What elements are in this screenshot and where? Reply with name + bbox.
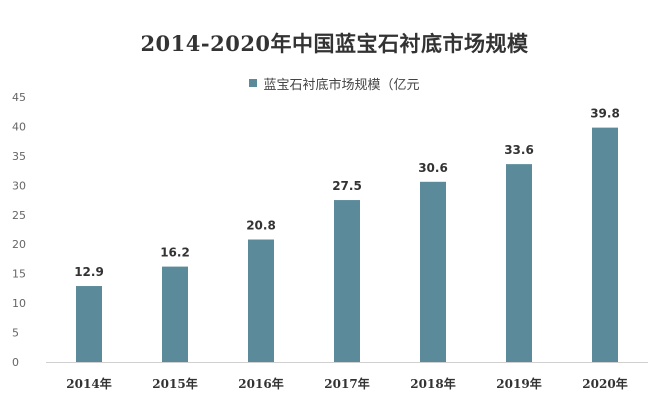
y-tick-label: 45 <box>12 91 26 104</box>
x-tick-label: 2017年 <box>324 376 369 391</box>
bar <box>334 200 360 362</box>
data-label: 33.6 <box>504 143 534 157</box>
bar <box>76 286 102 362</box>
y-tick-label: 40 <box>12 120 26 133</box>
x-tick-label: 2016年 <box>238 376 283 391</box>
bar <box>506 164 532 362</box>
y-tick-label: 0 <box>12 356 19 369</box>
data-label: 12.9 <box>74 265 104 279</box>
x-tick-label: 2020年 <box>582 376 627 391</box>
y-tick-label: 10 <box>12 297 26 310</box>
y-tick-label: 35 <box>12 150 26 163</box>
x-tick-label: 2019年 <box>496 376 541 391</box>
bar <box>162 266 188 362</box>
legend-swatch <box>249 78 258 87</box>
data-label: 39.8 <box>590 107 620 121</box>
y-tick-label: 5 <box>12 327 19 340</box>
chart-title: 2014-2020年中国蓝宝石衬底市场规模 <box>140 31 529 56</box>
y-tick-label: 25 <box>12 209 26 222</box>
legend: 蓝宝石衬底市场规模（亿元 <box>0 74 669 93</box>
data-label: 20.8 <box>246 219 276 233</box>
data-label: 16.2 <box>160 246 190 260</box>
y-tick-label: 30 <box>12 179 26 192</box>
legend-label: 蓝宝石衬底市场规模（亿元 <box>263 78 420 93</box>
y-tick-label: 20 <box>12 238 26 251</box>
bar <box>420 181 446 362</box>
y-tick-label: 15 <box>12 268 26 281</box>
x-tick-label: 2014年 <box>66 376 111 391</box>
bar <box>592 127 618 362</box>
x-tick-label: 2018年 <box>410 376 455 391</box>
data-label: 30.6 <box>418 161 448 175</box>
x-tick-label: 2015年 <box>152 376 197 391</box>
data-label: 27.5 <box>332 179 362 193</box>
bar <box>248 239 274 362</box>
